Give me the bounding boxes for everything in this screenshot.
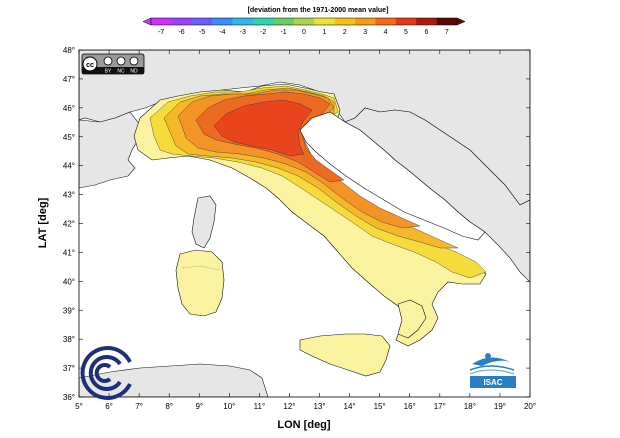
colorbar-tick-label: 0 (302, 29, 306, 36)
by-label: BY (105, 69, 112, 75)
y-tick-label: 41° (63, 248, 75, 257)
y-tick-label: 42° (63, 220, 75, 229)
x-tick-label: 16° (404, 402, 416, 411)
y-axis-title: LAT [deg] (37, 197, 49, 248)
colorbar-cells (142, 17, 466, 26)
noncommercial-icon (116, 56, 126, 66)
y-tick-label: 37° (63, 364, 75, 373)
colorbar-cell (232, 18, 254, 25)
nc-label: NC (117, 69, 125, 75)
x-tick-label: 7° (135, 402, 143, 411)
colorbar-tick-label: 6 (424, 29, 428, 36)
colorbar-tick-label: 5 (404, 29, 408, 36)
colorbar-tick-label: -3 (240, 29, 246, 36)
license-badge: cc BY NC ND (81, 53, 145, 75)
x-tick-label: 15° (374, 402, 386, 411)
map-panel (78, 49, 531, 398)
sicily-island (299, 333, 391, 377)
y-tick-label: 46° (63, 104, 75, 113)
colorbar-title: [deviation from the 1971-2000 mean value… (248, 7, 389, 14)
cc-label: cc (86, 62, 94, 69)
colorbar-tick-label: 2 (343, 29, 347, 36)
colorbar-tick-label: -7 (158, 29, 164, 36)
y-tick-label: 45° (63, 133, 75, 142)
colorbar-cell (273, 18, 295, 25)
colorbar: [deviation from the 1971-2000 mean value… (142, 7, 466, 36)
y-tick-label: 40° (63, 277, 75, 286)
colorbar-tick-label: 4 (384, 29, 388, 36)
colorbar-cell (355, 18, 376, 25)
colorbar-ticks: -7 -6 -5 -4 -3 -2 -1 0 1 2 3 4 5 6 7 (158, 29, 449, 36)
colorbar-tick-label: -4 (219, 29, 225, 36)
x-tick-label: 8° (165, 402, 173, 411)
colorbar-arrow-right (456, 17, 466, 26)
colorbar-cell (171, 18, 193, 25)
colorbar-cell (253, 18, 274, 25)
colorbar-cell (293, 18, 315, 25)
colorbar-cell (375, 18, 397, 25)
colorbar-tick-label: -1 (280, 29, 286, 36)
y-tick-label: 44° (63, 162, 75, 171)
colorbar-cell (334, 18, 356, 25)
x-tick-label: 9° (195, 402, 203, 411)
y-tick-label: 43° (63, 191, 75, 200)
x-tick-label: 18° (464, 402, 476, 411)
x-tick-label: 20° (524, 402, 536, 411)
y-tick-label: 48° (63, 46, 75, 55)
x-tick-label: 11° (254, 402, 266, 411)
x-axis-ticks: 5° 6° 7° 8° 9° 10° 11° 12° 13° 14° 15° 16° 17° 18° 19°… (75, 50, 536, 411)
italy-band-core (213, 99, 313, 157)
colorbar-tick-label: 1 (322, 29, 326, 36)
x-tick-label: 5° (75, 402, 83, 411)
colorbar-cell (212, 18, 233, 25)
noderivs-icon (129, 56, 139, 66)
colorbar-cell (151, 18, 172, 25)
colorbar-tick-label: -6 (178, 29, 184, 36)
attribution-icon (103, 56, 113, 66)
nd-label: ND (130, 69, 138, 75)
x-axis-title: LON [deg] (277, 419, 330, 431)
x-tick-label: 13° (313, 402, 325, 411)
colorbar-cell (395, 18, 417, 25)
colorbar-outline (150, 17, 458, 26)
colorbar-tick-label: 3 (363, 29, 367, 36)
france-land (79, 111, 141, 189)
y-tick-label: 38° (63, 335, 75, 344)
colorbar-arrow-left (142, 17, 152, 26)
x-tick-label: 14° (344, 402, 356, 411)
cnr-logo-icon (80, 346, 132, 400)
adriatic-sea (299, 111, 486, 241)
y-axis-ticks: 48° 47° 46° 45° 44° 43° 42° 41° 40° 39° 38° 37° 36° (63, 46, 530, 402)
cc-icon (82, 56, 98, 72)
x-tick-label: 10° (223, 402, 235, 411)
y-tick-label: 36° (63, 393, 75, 402)
sardinia-band (181, 265, 221, 271)
colorbar-cell (416, 18, 437, 25)
calabria-land (397, 299, 427, 339)
x-tick-label: 6° (105, 402, 113, 411)
colorbar-cell (436, 18, 458, 25)
isac-label: ISAC (483, 378, 502, 387)
x-tick-label: 19° (494, 402, 506, 411)
x-tick-label: 17° (434, 402, 446, 411)
y-tick-label: 39° (63, 306, 75, 315)
colorbar-tick-label: 7 (445, 29, 449, 36)
colorbar-cell (314, 18, 335, 25)
colorbar-tick-label: -5 (199, 29, 205, 36)
y-tick-label: 47° (63, 75, 75, 84)
x-tick-label: 12° (283, 402, 295, 411)
corsica-island (191, 195, 217, 249)
colorbar-tick-label: -2 (260, 29, 266, 36)
isac-logo-icon: ISAC (469, 353, 516, 388)
sardinia-island (175, 249, 225, 317)
colorbar-cell (191, 18, 213, 25)
